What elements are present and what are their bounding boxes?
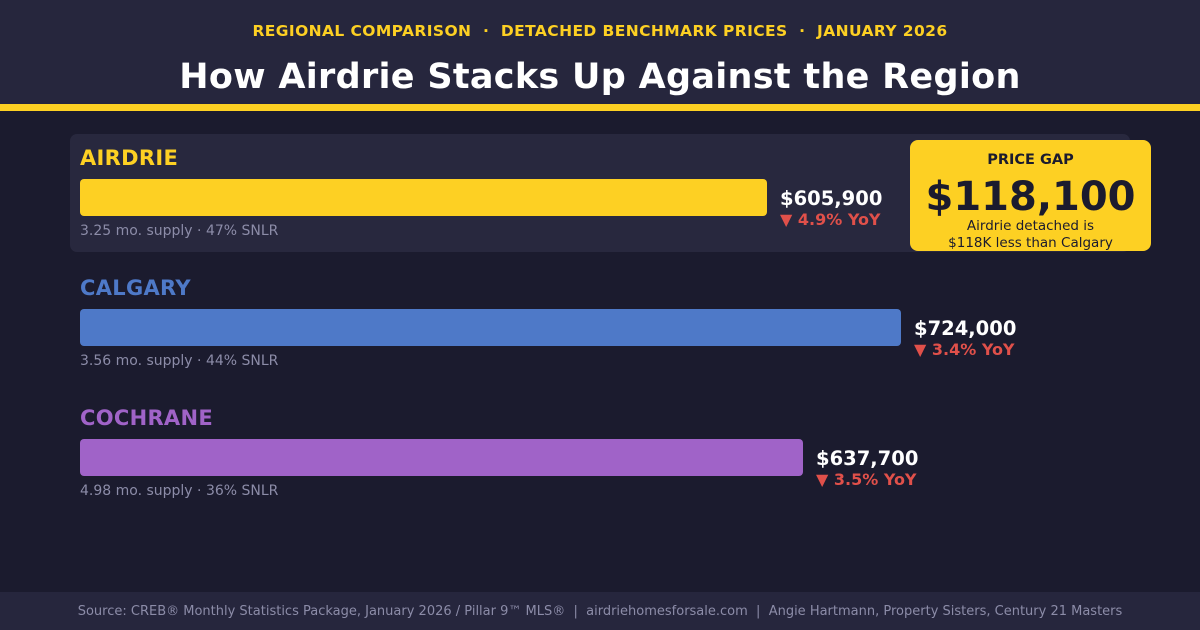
footer: Source: CREB® Monthly Statistics Package… <box>0 592 1200 630</box>
price-label: $637,700 <box>816 447 919 470</box>
price-gap-description-line1: Airdrie detached is <box>966 218 1095 234</box>
price-gap-value: $118,100 <box>925 174 1136 220</box>
yoy-label: ▼ 4.9% YoY <box>780 210 881 229</box>
price-label: $605,900 <box>780 187 883 210</box>
region-meta: 3.25 mo. supply · 47% SNLR <box>80 223 279 239</box>
value-label-airdrie: $605,900 ▼ 4.9% YoY <box>780 188 882 230</box>
value-label-calgary: $724,000 ▼ 3.4% YoY <box>914 318 1016 360</box>
bar-cochrane <box>80 439 803 476</box>
page-title: How Airdrie Stacks Up Against the Region <box>179 57 1021 97</box>
region-row-calgary: CALGARY 3.56 mo. supply · 44% SNLR $724,… <box>80 276 1080 386</box>
region-row-cochrane: COCHRANE 4.98 mo. supply · 36% SNLR $637… <box>80 406 1080 516</box>
price-gap-label: PRICE GAP <box>987 152 1074 168</box>
yoy-label: ▼ 3.5% YoY <box>816 470 917 489</box>
header-kicker: REGIONAL COMPARISON · DETACHED BENCHMARK… <box>252 22 948 40</box>
region-name: COCHRANE <box>80 406 213 430</box>
header-accent-rule <box>0 104 1200 111</box>
region-name: CALGARY <box>80 276 191 300</box>
price-gap-card: PRICE GAP $118,100 Airdrie detached is $… <box>910 140 1151 251</box>
price-gap-description: Airdrie detached is $118K less than Calg… <box>910 218 1151 251</box>
bar-airdrie <box>80 179 767 216</box>
yoy-label: ▼ 3.4% YoY <box>914 340 1015 359</box>
region-meta: 3.56 mo. supply · 44% SNLR <box>80 353 279 369</box>
region-name: AIRDRIE <box>80 146 179 170</box>
bar-calgary <box>80 309 901 346</box>
value-label-cochrane: $637,700 ▼ 3.5% YoY <box>816 448 918 490</box>
header: REGIONAL COMPARISON · DETACHED BENCHMARK… <box>0 0 1200 104</box>
region-meta: 4.98 mo. supply · 36% SNLR <box>80 483 279 499</box>
source-credit: Source: CREB® Monthly Statistics Package… <box>77 604 1123 619</box>
price-label: $724,000 <box>914 317 1017 340</box>
price-gap-description-line2: $118K less than Calgary <box>948 235 1113 251</box>
region-row-airdrie: AIRDRIE 3.25 mo. supply · 47% SNLR $605,… <box>80 146 1080 256</box>
